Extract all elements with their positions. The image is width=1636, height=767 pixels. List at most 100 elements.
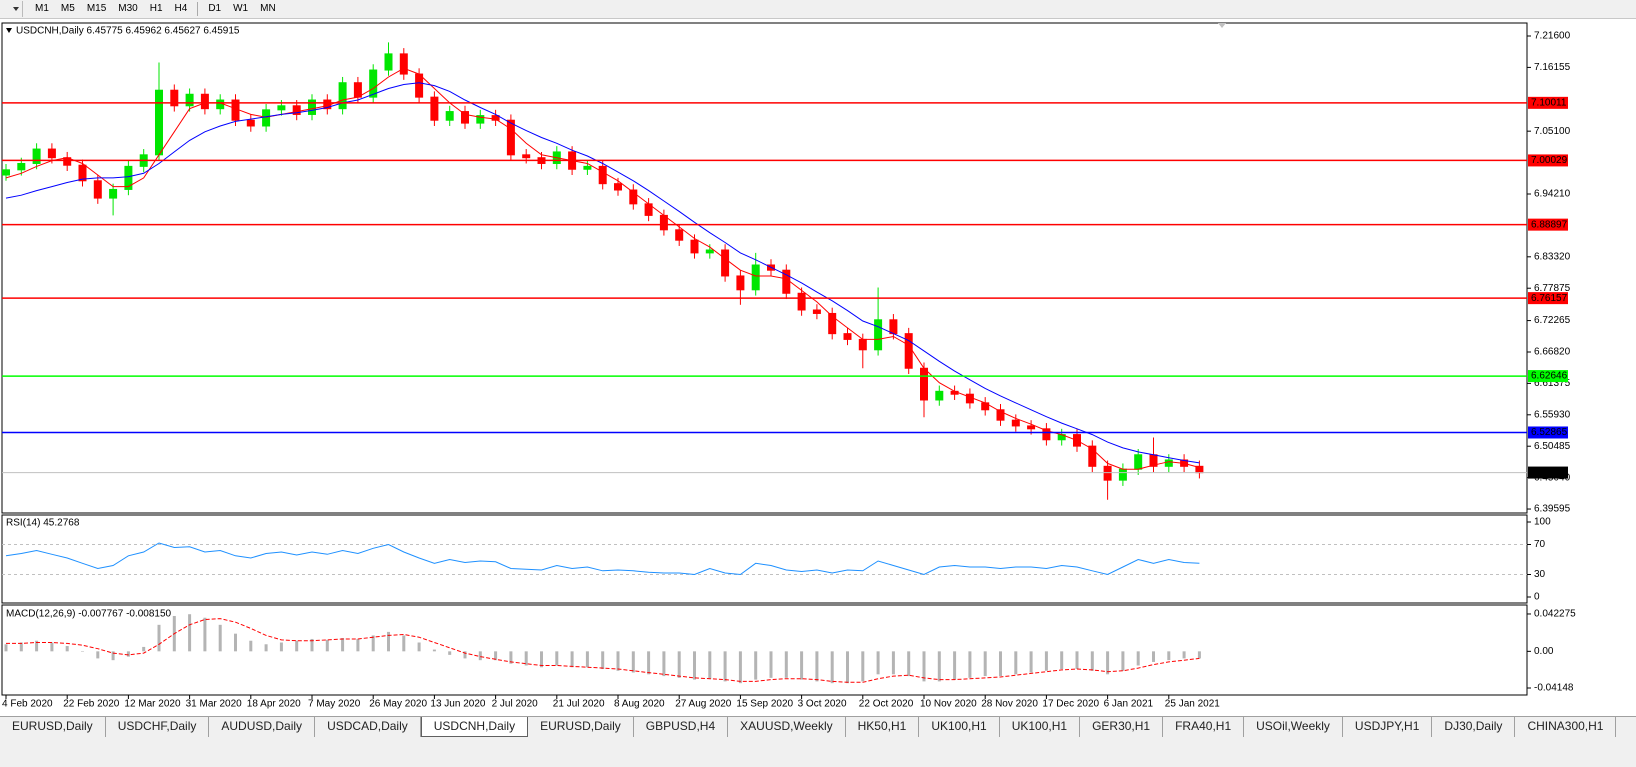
macd-bar: [1136, 651, 1140, 666]
macd-bar: [922, 651, 926, 682]
chart-title: USDCNH,Daily 6.45775 6.45962 6.45627 6.4…: [16, 26, 240, 37]
chart-tab[interactable]: UK100,H1: [919, 717, 1000, 737]
candle-body: [614, 183, 622, 191]
macd-bar: [65, 646, 69, 652]
chart-tabs: EURUSD,Daily USDCHF,Daily AUDUSD,Daily USDC…: [0, 716, 1636, 737]
x-tick-label: 8 Aug 2020: [614, 699, 665, 710]
candle-body: [736, 275, 745, 291]
macd-bar: [631, 651, 635, 673]
period-button[interactable]: W1: [233, 3, 249, 14]
chart-tab[interactable]: CHINA300,H1: [1515, 717, 1617, 737]
period-button[interactable]: MN: [260, 3, 276, 14]
candle-body: [1088, 445, 1097, 467]
chart-tab[interactable]: USDCHF,Daily: [106, 717, 210, 737]
period-button[interactable]: D1: [208, 3, 222, 14]
level-label-box: [1528, 218, 1568, 231]
chart-tab[interactable]: GBPUSD,H4: [634, 717, 729, 737]
level-label: 7.10011: [1531, 97, 1567, 108]
level-label-box: [1528, 466, 1568, 479]
level-label-box: [1528, 292, 1568, 305]
y-tick-label: 6.83320: [1534, 251, 1571, 262]
macd-bar: [218, 624, 222, 652]
candle-body: [690, 239, 699, 254]
candle-body: [1011, 419, 1020, 427]
macd-bar: [188, 614, 192, 652]
macd-bar: [754, 651, 758, 680]
chart-tab[interactable]: DJ30,Daily: [1432, 717, 1516, 737]
macd-bar: [402, 635, 406, 652]
candle-body: [1042, 428, 1051, 441]
chart-tab[interactable]: HK50,H1: [846, 717, 920, 737]
macd-bar: [983, 651, 987, 677]
period-button[interactable]: M30: [118, 3, 138, 14]
candle-body: [399, 53, 408, 75]
period-button[interactable]: H1: [149, 3, 163, 14]
macd-bar: [1014, 651, 1018, 675]
macd-bar: [555, 651, 559, 666]
period-button[interactable]: M15: [86, 3, 107, 14]
chart-tab[interactable]: GER30,H1: [1080, 717, 1164, 737]
y-tick-label: 6.61375: [1534, 378, 1571, 389]
candle-body: [170, 89, 179, 107]
macd-bar: [738, 651, 742, 684]
x-tick-label: 2 Jul 2020: [492, 699, 539, 710]
candle-body: [47, 148, 56, 159]
candle-body: [185, 93, 194, 107]
macd-bar: [111, 651, 115, 661]
macd-bar: [1152, 651, 1155, 662]
main-panel: [1, 22, 1528, 514]
level-label-box: [1528, 370, 1568, 383]
macd-bar: [1121, 651, 1125, 671]
macd-bar: [830, 651, 834, 684]
period-button[interactable]: M5: [60, 3, 75, 14]
macd-bar: [387, 631, 390, 652]
macd-bar: [891, 651, 895, 675]
macd-bar: [861, 651, 865, 682]
macd-bar: [249, 640, 253, 652]
candle-body: [155, 89, 163, 156]
macd-bar: [585, 651, 589, 668]
macd-bar: [19, 642, 23, 652]
candle-body: [246, 119, 255, 127]
y-tick-label: 70: [1534, 539, 1546, 550]
candle-body: [124, 165, 133, 190]
candles: [2, 42, 1204, 500]
y-tick-label: -0.04148: [1534, 683, 1574, 694]
x-tick-label: 25 Jan 2021: [1165, 699, 1220, 710]
candle-body: [675, 229, 684, 241]
candle-body: [78, 164, 87, 182]
chart-tab[interactable]: EURUSD,Daily: [0, 717, 106, 737]
x-tick-label: 13 Jun 2020: [430, 699, 485, 710]
macd-bar: [723, 651, 727, 682]
macd-bar: [815, 651, 819, 682]
toolbar-separator: [197, 2, 199, 16]
x-tick-label: 26 May 2020: [369, 699, 427, 710]
candle-body: [353, 82, 362, 98]
chart-tab[interactable]: AUDUSD,Daily: [209, 717, 316, 737]
y-tick-label: 6.72265: [1534, 315, 1571, 326]
y-tick-label: 0.042275: [1534, 609, 1576, 620]
x-tick-label: 21 Jul 2020: [553, 699, 605, 710]
candle-body: [889, 319, 898, 335]
chart-tab[interactable]: USDCAD,Daily: [315, 717, 421, 737]
chart-tab[interactable]: USOil,Weekly: [1244, 717, 1343, 737]
chart-tab[interactable]: EURUSD,Daily: [528, 717, 634, 737]
macd-bar: [876, 651, 880, 675]
macd-bar: [616, 651, 620, 671]
y-tick-label: 6.39595: [1534, 504, 1571, 515]
macd-bar: [784, 651, 788, 678]
chart-tab[interactable]: USDJPY,H1: [1343, 717, 1433, 737]
chart-tab[interactable]: UK100,H1: [1000, 717, 1081, 737]
candle-body: [1027, 425, 1036, 430]
chart-tab[interactable]: XAUUSD,Weekly: [728, 717, 846, 737]
period-button[interactable]: M1: [35, 3, 49, 14]
macd-bar: [341, 638, 345, 652]
macd-bar: [126, 651, 130, 657]
period-button[interactable]: H4: [174, 3, 188, 14]
x-tick-label: 3 Oct 2020: [798, 699, 847, 710]
macd-bar: [142, 646, 146, 652]
chart-tab[interactable]: FRA40,H1: [1163, 717, 1245, 737]
macd-bar: [570, 651, 574, 668]
chart-tab[interactable]: USDCNH,Daily: [420, 717, 529, 737]
y-tick-label: 7.16155: [1534, 62, 1571, 73]
